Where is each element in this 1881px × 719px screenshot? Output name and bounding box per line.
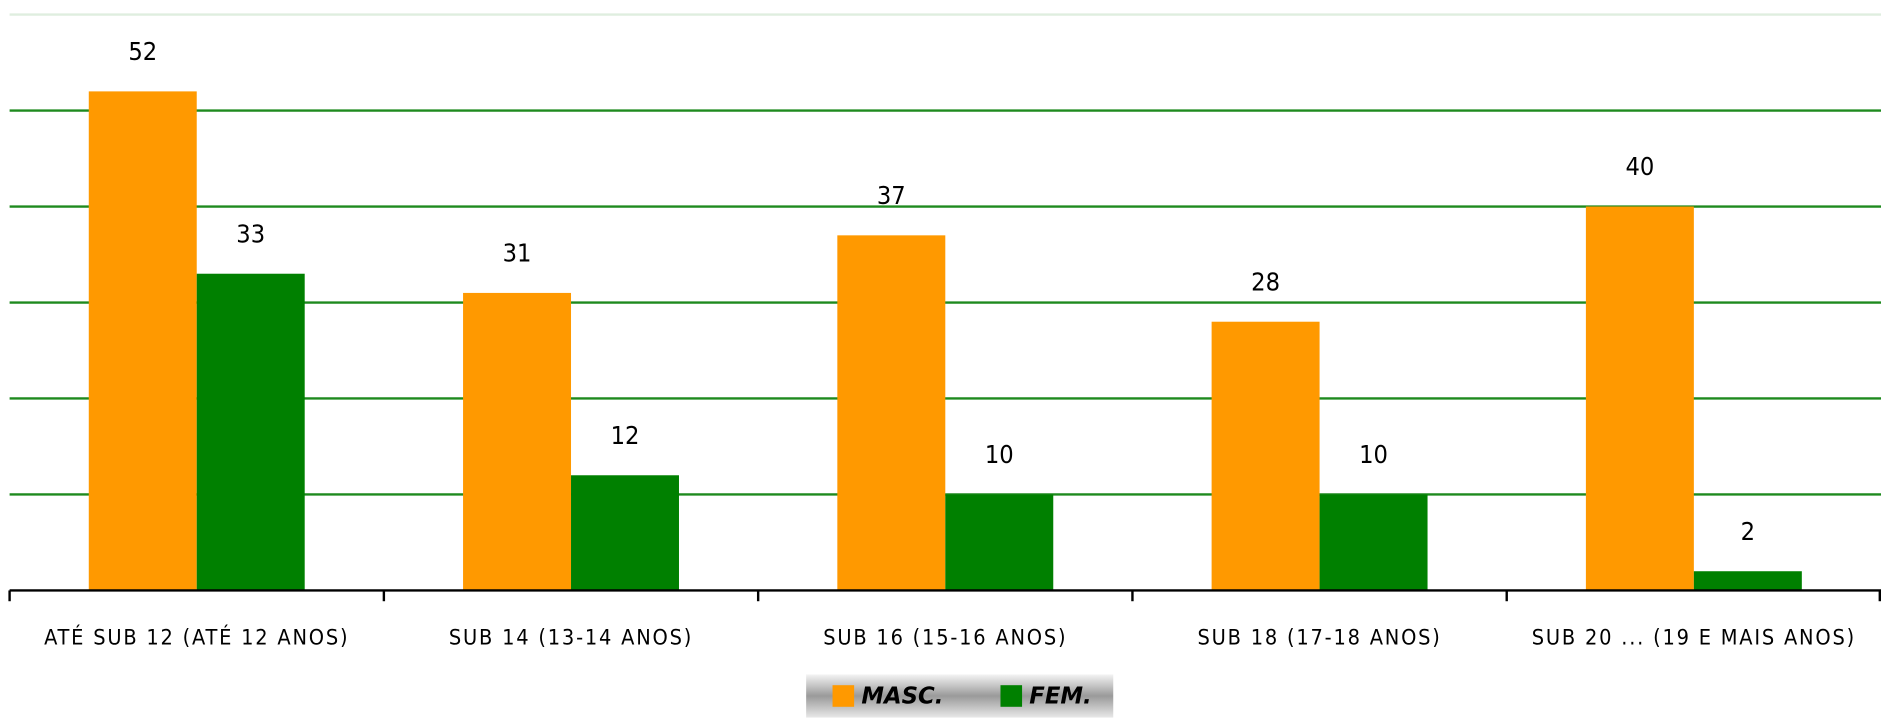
x-tick-label: ATÉ SUB 12 (ATÉ 12 ANOS)	[44, 624, 349, 650]
x-tick-label: SUB 18 (17-18 ANOS)	[1197, 625, 1441, 650]
bar	[88, 91, 197, 591]
value-label: 40	[1625, 152, 1654, 181]
bar	[837, 235, 946, 591]
bar	[463, 292, 572, 591]
bar	[196, 273, 305, 591]
bar	[1585, 206, 1694, 591]
value-label: 31	[503, 239, 532, 268]
value-label: 52	[128, 37, 157, 66]
value-label: 2	[1741, 517, 1755, 546]
value-label: 10	[985, 440, 1014, 469]
bar	[1319, 494, 1428, 591]
value-label: 10	[1359, 440, 1388, 469]
value-label: 33	[236, 219, 265, 248]
legend-label: MASC.	[861, 684, 943, 710]
legend-box	[806, 674, 1114, 718]
bar	[1693, 571, 1802, 591]
value-label: 28	[1251, 267, 1280, 296]
bar	[571, 475, 679, 591]
legend-label: FEM.	[1029, 684, 1091, 710]
bar	[1211, 321, 1320, 591]
legend-swatch	[1000, 685, 1023, 707]
value-label: 12	[611, 421, 640, 450]
legend-swatch	[832, 685, 855, 707]
x-tick-label: SUB 20 ... (19 E MAIS ANOS)	[1532, 625, 1856, 650]
bar	[945, 494, 1054, 591]
x-tick-label: SUB 14 (13-14 ANOS)	[449, 625, 693, 650]
x-tick-label: SUB 16 (15-16 ANOS)	[823, 625, 1067, 650]
value-label: 37	[877, 181, 906, 210]
